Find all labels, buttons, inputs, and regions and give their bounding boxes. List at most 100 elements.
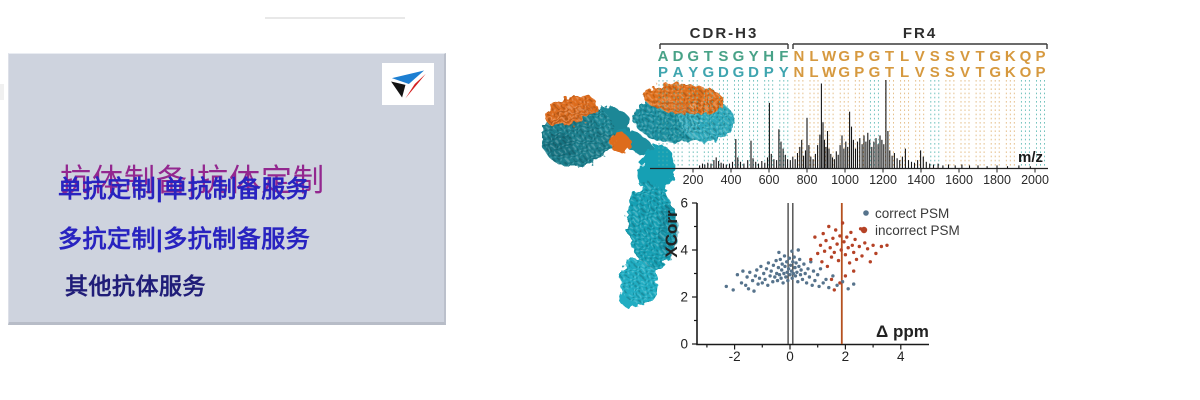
seq-letter: P xyxy=(854,48,864,65)
scatter-point xyxy=(798,273,803,277)
seq-letter: S xyxy=(945,48,955,65)
scatter-point xyxy=(846,287,850,291)
service-item-mab: 单抗定制|单抗制备服务 xyxy=(58,176,311,203)
scatter-point xyxy=(842,240,846,244)
scatter-point xyxy=(806,267,810,271)
seq-letter: T xyxy=(885,48,894,65)
scatter-point xyxy=(835,283,839,287)
scatter-point xyxy=(746,287,751,291)
scatter-point xyxy=(831,236,835,240)
scatter-point xyxy=(756,282,760,286)
scatter-point xyxy=(735,273,740,277)
scatter-point xyxy=(829,255,834,259)
scatter-point xyxy=(762,271,766,276)
x-tick-label: 2 xyxy=(842,349,850,364)
scatter-point xyxy=(800,277,805,282)
scatter-point xyxy=(874,251,878,256)
scatter-point xyxy=(798,257,802,262)
scatter-point xyxy=(845,235,849,239)
sequence-region-brackets xyxy=(659,43,1048,49)
mass-spectrum: 200 400 600 800 1000 1200 1400 1600 1800 2000 xyxy=(650,80,1049,187)
scatter-point xyxy=(885,243,889,247)
scatter-point xyxy=(809,260,813,264)
seq-letter: T xyxy=(885,64,894,81)
legend-dot-incorrect xyxy=(860,226,868,234)
scatter-point xyxy=(821,231,825,236)
seq-letter: G xyxy=(687,48,699,65)
scatter-point xyxy=(748,270,752,274)
scatter-point xyxy=(788,263,793,267)
scatter-point xyxy=(784,275,788,279)
logo-blue-wing xyxy=(391,70,425,84)
scatter-point xyxy=(809,257,813,262)
seq-letter: P xyxy=(658,64,668,81)
seq-letter: G xyxy=(838,64,850,81)
legend-label-incorrect: incorrect PSM xyxy=(875,223,960,238)
scatter-point xyxy=(790,276,794,280)
scatter-point xyxy=(766,261,771,265)
scatter-point xyxy=(843,274,848,278)
service-item-other: 其他抗体服务 xyxy=(65,273,206,299)
psm-scatter-plot: 0 2 4 6 -2 0 2 4 xyxy=(680,196,929,364)
y-tick-label: 0 xyxy=(680,337,688,352)
scatter-point xyxy=(813,235,817,239)
scatter-point xyxy=(853,237,857,242)
seq-letter: K xyxy=(1005,48,1016,65)
scatter-point xyxy=(850,243,854,247)
scatter-point xyxy=(840,280,845,284)
seq-letter: N xyxy=(793,48,804,65)
scatter-point xyxy=(782,254,787,258)
seq-letter: T xyxy=(976,64,985,81)
seq-letter: S xyxy=(930,64,940,81)
seq-letter: D xyxy=(748,64,759,81)
spectrum-tick-label: 600 xyxy=(759,173,780,187)
scatter-point xyxy=(793,265,797,270)
scatter-point xyxy=(779,276,783,280)
seq-letter: G xyxy=(838,48,850,65)
scatter-point xyxy=(829,277,834,282)
seq-letter: N xyxy=(793,64,804,81)
scatter-point xyxy=(763,277,767,282)
scatter-point xyxy=(816,251,820,256)
spectrum-tick-label: 1600 xyxy=(945,173,973,187)
scatter-point xyxy=(777,273,782,277)
seq-letter: G xyxy=(869,48,881,65)
spectrum-tick-label: 1000 xyxy=(831,173,859,187)
scatter-point xyxy=(828,246,832,250)
antibody-structure-illustration xyxy=(541,83,734,308)
scatter-point xyxy=(773,275,777,279)
seq-letter: L xyxy=(809,64,818,81)
scatter-point xyxy=(825,264,830,269)
seq-letter: T xyxy=(976,48,985,65)
spectrum-tick-label: 200 xyxy=(683,173,704,187)
scatter-point xyxy=(863,241,867,245)
scatter-point xyxy=(755,268,759,272)
seq-letter: A xyxy=(673,64,684,81)
scatter-point xyxy=(813,278,817,283)
scatter-point xyxy=(760,281,764,285)
y-tick-label: 2 xyxy=(680,290,688,305)
scatter-point xyxy=(865,247,870,251)
scatter-point xyxy=(786,267,791,271)
scatter-point xyxy=(807,275,812,279)
scatter-point xyxy=(817,284,821,289)
scatter-legend: correct PSM incorrect PSM xyxy=(860,206,960,238)
seq-letter: L xyxy=(900,48,909,65)
scatter-point xyxy=(796,280,800,284)
scatter-point xyxy=(775,271,779,276)
scatter-point xyxy=(782,271,786,276)
scatter-point xyxy=(852,282,856,286)
scatter-point xyxy=(785,260,789,264)
region-label-cdr-h3: CDR-H3 xyxy=(690,25,759,42)
scatter-point xyxy=(771,280,775,284)
seq-letter: A xyxy=(658,48,669,65)
spectrum-tick-label: 1800 xyxy=(983,173,1011,187)
x-tick-label: 4 xyxy=(897,349,905,364)
mz-axis-label: m/z xyxy=(1018,149,1043,166)
scatter-point xyxy=(775,278,780,283)
scatter-point xyxy=(803,271,807,276)
scatter-point xyxy=(836,258,841,263)
scatter-point xyxy=(783,264,787,269)
seq-letter: K xyxy=(1005,64,1016,81)
